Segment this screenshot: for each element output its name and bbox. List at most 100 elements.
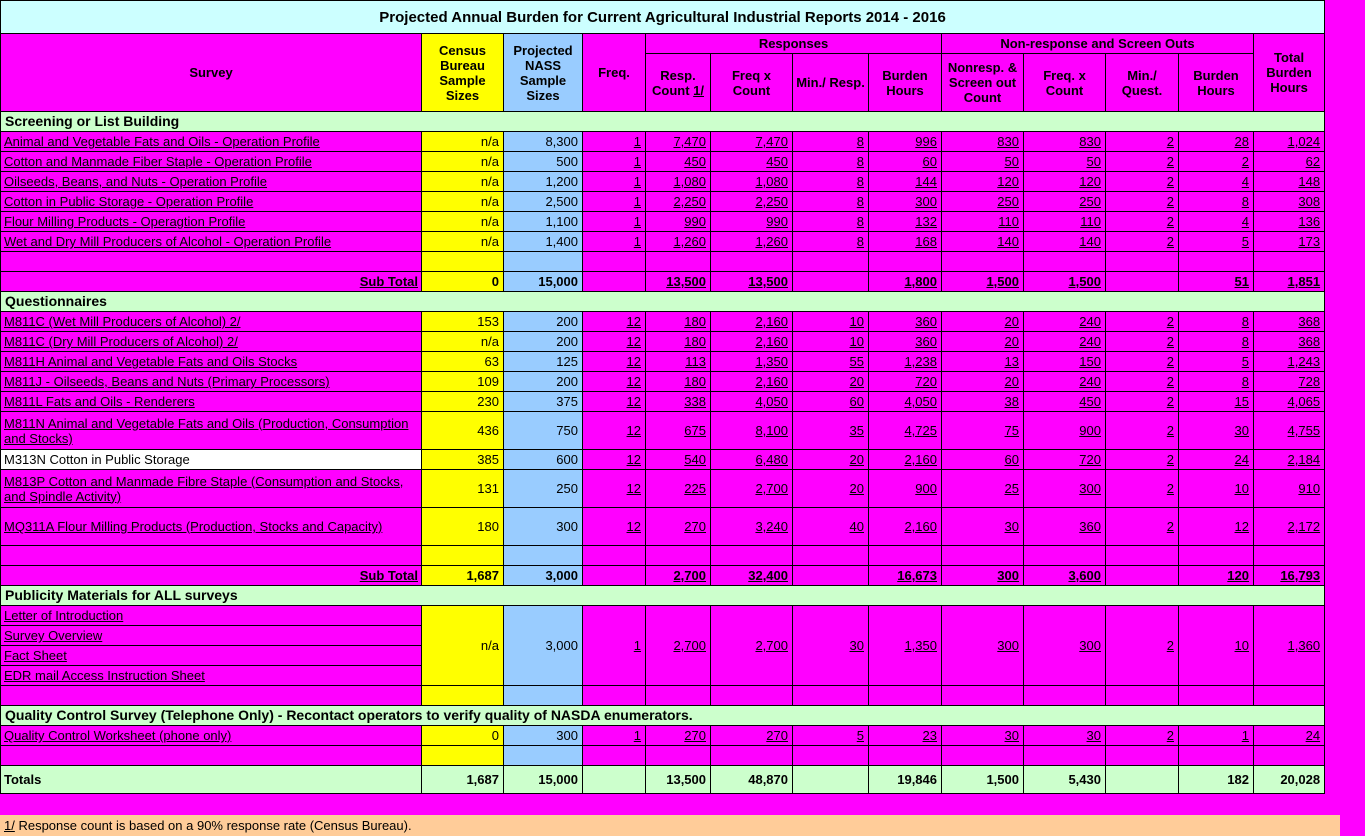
cell-freq-x-count[interactable]: 1,080: [710, 171, 793, 192]
cell-nass[interactable]: 1,100: [503, 211, 583, 232]
cell-nr-burden-hours[interactable]: 1: [1178, 725, 1254, 746]
cell-census[interactable]: n/a: [421, 331, 504, 352]
cell-survey[interactable]: Quality Control Worksheet (phone only): [0, 725, 422, 746]
cell-freq-x-count[interactable]: 2,700: [710, 469, 793, 508]
cell-burden-hours[interactable]: 996: [868, 131, 942, 152]
cell-freq-x-count[interactable]: 3,240: [710, 507, 793, 546]
cell-survey[interactable]: M811N Animal and Vegetable Fats and Oils…: [0, 411, 422, 450]
cell-nonresp-count[interactable]: 20: [941, 311, 1024, 332]
cell-nr-freq-x-count[interactable]: 5,430: [1023, 765, 1106, 794]
cell-nr-burden-hours[interactable]: 10: [1178, 605, 1254, 686]
column-header-burden-hours[interactable]: Burden Hours: [868, 53, 942, 112]
cell-survey[interactable]: EDR mail Access Instruction Sheet: [0, 665, 422, 686]
cell-freq[interactable]: [582, 545, 646, 566]
cell-burden-hours[interactable]: 300: [868, 191, 942, 212]
cell-resp-count[interactable]: 180: [645, 371, 711, 392]
cell-min-quest[interactable]: 2: [1105, 311, 1179, 332]
section-header-cell[interactable]: Quality Control Survey (Telephone Only) …: [0, 705, 1326, 726]
cell-nonresp-count[interactable]: 75: [941, 411, 1024, 450]
cell-survey[interactable]: Cotton and Manmade Fiber Staple - Operat…: [0, 151, 422, 172]
cell-min-quest[interactable]: [1105, 765, 1179, 794]
cell-total-burden[interactable]: 173: [1252, 231, 1326, 252]
column-header-min-per-resp[interactable]: Min./ Resp.: [792, 53, 869, 112]
cell-nr-freq-x-count[interactable]: 830: [1023, 131, 1106, 152]
cell-min-quest[interactable]: 2: [1105, 211, 1179, 232]
cell-min-resp[interactable]: 55: [792, 351, 869, 372]
cell-nonresp-count[interactable]: 30: [941, 507, 1024, 546]
cell-nonresp-count[interactable]: 25: [941, 469, 1024, 508]
cell-resp-count[interactable]: 990: [645, 211, 711, 232]
cell-nonresp-count[interactable]: 250: [941, 191, 1024, 212]
column-header-resp-count[interactable]: Resp. Count 1/: [645, 53, 711, 112]
cell-min-quest[interactable]: 2: [1105, 151, 1179, 172]
cell-survey[interactable]: Flour Milling Products - Operagtion Prof…: [0, 211, 422, 232]
table-title[interactable]: Projected Annual Burden for Current Agri…: [0, 0, 1326, 34]
cell-freq-x-count[interactable]: 13,500: [710, 271, 793, 292]
cell-freq[interactable]: 1: [582, 725, 646, 746]
section-header-cell[interactable]: Questionnaires: [0, 291, 1326, 312]
cell-nr-freq-x-count[interactable]: 300: [1023, 469, 1106, 508]
cell-nr-freq-x-count[interactable]: 1,500: [1023, 271, 1106, 292]
cell-census[interactable]: 63: [421, 351, 504, 372]
cell-min-resp[interactable]: 10: [792, 311, 869, 332]
cell-min-quest[interactable]: 2: [1105, 371, 1179, 392]
cell-freq-x-count[interactable]: 8,100: [710, 411, 793, 450]
cell-nr-burden-hours[interactable]: 120: [1178, 565, 1254, 586]
cell-nass[interactable]: 750: [503, 411, 583, 450]
cell-freq[interactable]: [582, 565, 646, 586]
cell-total-burden[interactable]: 308: [1252, 191, 1326, 212]
cell-resp-count[interactable]: 675: [645, 411, 711, 450]
cell-nass[interactable]: [503, 685, 583, 706]
cell-nr-burden-hours[interactable]: [1178, 745, 1254, 766]
cell-nonresp-count[interactable]: 120: [941, 171, 1024, 192]
cell-freq[interactable]: [582, 765, 646, 794]
cell-nonresp-count[interactable]: [941, 745, 1024, 766]
cell-nr-burden-hours[interactable]: 28: [1178, 131, 1254, 152]
cell-min-resp[interactable]: [792, 765, 869, 794]
cell-nr-freq-x-count[interactable]: [1023, 545, 1106, 566]
column-header-freq[interactable]: Freq.: [582, 33, 646, 112]
cell-total-burden[interactable]: 20,028: [1252, 765, 1326, 794]
cell-survey[interactable]: Sub Total: [0, 565, 422, 586]
cell-nr-burden-hours[interactable]: 15: [1178, 391, 1254, 412]
cell-burden-hours[interactable]: [868, 685, 942, 706]
cell-resp-count[interactable]: 13,500: [645, 765, 711, 794]
cell-nr-freq-x-count[interactable]: 240: [1023, 371, 1106, 392]
cell-freq-x-count[interactable]: 1,260: [710, 231, 793, 252]
cell-survey[interactable]: MQ311A Flour Milling Products (Productio…: [0, 507, 422, 546]
cell-freq-x-count[interactable]: 7,470: [710, 131, 793, 152]
cell-nr-freq-x-count[interactable]: 30: [1023, 725, 1106, 746]
cell-freq[interactable]: [582, 271, 646, 292]
cell-census[interactable]: 153: [421, 311, 504, 332]
cell-burden-hours[interactable]: 144: [868, 171, 942, 192]
cell-survey[interactable]: M313N Cotton in Public Storage: [0, 449, 422, 470]
cell-census[interactable]: n/a: [421, 171, 504, 192]
cell-nass[interactable]: 250: [503, 469, 583, 508]
cell-survey[interactable]: [0, 545, 422, 566]
cell-nr-freq-x-count[interactable]: 110: [1023, 211, 1106, 232]
column-header-min-per-quest[interactable]: Min./ Quest.: [1105, 53, 1179, 112]
cell-nr-freq-x-count[interactable]: [1023, 745, 1106, 766]
cell-survey[interactable]: [0, 685, 422, 706]
cell-nass[interactable]: 125: [503, 351, 583, 372]
cell-census[interactable]: 436: [421, 411, 504, 450]
cell-census[interactable]: n/a: [421, 131, 504, 152]
cell-survey[interactable]: Oilseeds, Beans, and Nuts - Operation Pr…: [0, 171, 422, 192]
cell-min-resp[interactable]: 8: [792, 211, 869, 232]
cell-resp-count[interactable]: [645, 545, 711, 566]
cell-min-quest[interactable]: 2: [1105, 231, 1179, 252]
cell-nass[interactable]: 300: [503, 725, 583, 746]
cell-freq[interactable]: 12: [582, 411, 646, 450]
cell-min-resp[interactable]: 20: [792, 449, 869, 470]
cell-total-burden[interactable]: 2,184: [1252, 449, 1326, 470]
cell-freq[interactable]: 12: [582, 391, 646, 412]
cell-min-quest[interactable]: 2: [1105, 131, 1179, 152]
column-header-total-burden[interactable]: Total Burden Hours: [1252, 33, 1326, 112]
cell-survey[interactable]: [0, 251, 422, 272]
cell-freq[interactable]: [582, 685, 646, 706]
cell-survey[interactable]: Totals: [0, 765, 422, 794]
cell-total-burden[interactable]: [1252, 251, 1326, 272]
cell-nr-freq-x-count[interactable]: 240: [1023, 331, 1106, 352]
cell-burden-hours[interactable]: 60: [868, 151, 942, 172]
cell-nr-burden-hours[interactable]: 24: [1178, 449, 1254, 470]
